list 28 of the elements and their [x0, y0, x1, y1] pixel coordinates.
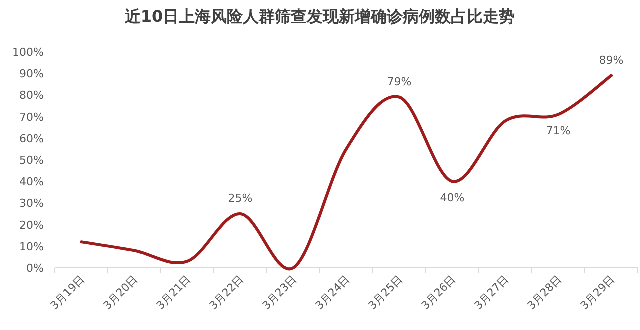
x-tick-label: 3月22日: [207, 272, 247, 313]
x-tick-label: 3月20日: [101, 272, 141, 313]
y-tick-label: 40%: [20, 176, 44, 189]
x-tick-label: 3月25日: [366, 272, 406, 313]
x-tick-label: 3月26日: [419, 272, 459, 313]
y-tick-label: 80%: [20, 89, 44, 102]
x-tick-label: 3月28日: [525, 272, 565, 313]
y-tick-label: 50%: [20, 154, 44, 167]
data-label: 71%: [546, 124, 571, 138]
x-tick-label: 3月21日: [154, 272, 194, 313]
x-tick-label: 3月23日: [260, 272, 300, 313]
x-tick-label: 3月19日: [48, 272, 88, 313]
data-label: 40%: [440, 192, 465, 205]
y-tick-label: 90%: [20, 68, 44, 81]
x-tick-label: 3月27日: [472, 272, 512, 313]
x-tick-label: 3月29日: [578, 272, 618, 313]
x-tick-label: 3月24日: [313, 272, 353, 313]
data-label: 89%: [599, 54, 624, 67]
y-tick-label: 60%: [20, 132, 44, 146]
y-tick-label: 70%: [20, 110, 44, 124]
title: 近10日上海风险人群筛查发现新增确诊病例数占比走势: [124, 7, 516, 26]
y-tick-label: 30%: [20, 197, 44, 210]
y-tick-label: 0%: [26, 262, 44, 275]
data-label: 25%: [228, 192, 253, 205]
y-tick-label: 100%: [12, 46, 44, 59]
y-tick-label: 10%: [20, 240, 44, 254]
data-label: 79%: [387, 75, 412, 88]
y-tick-label: 20%: [20, 218, 44, 232]
